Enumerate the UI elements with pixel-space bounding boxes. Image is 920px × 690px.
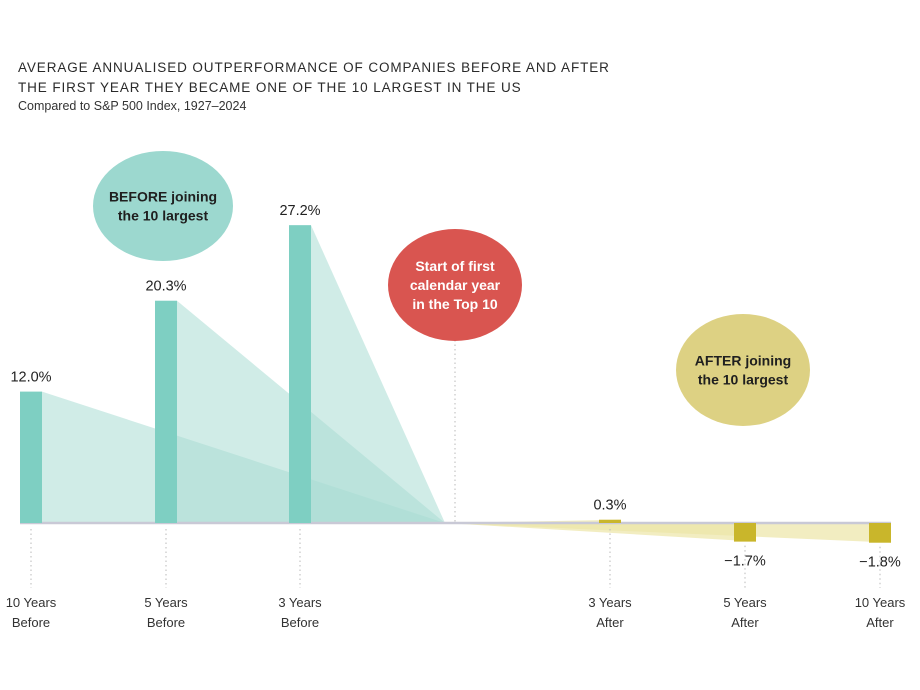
bar-5 [869, 523, 891, 543]
after-bubble-text-0: AFTER joining [695, 353, 791, 369]
data-label-1: 20.3% [145, 279, 186, 295]
x-tick-label-0: 10 Years Before [6, 595, 57, 630]
data-label-0: 12.0% [10, 370, 51, 386]
after-fan-5 [445, 523, 891, 543]
x-tick-label-3: 3 Years After [588, 595, 632, 630]
chart-title-line-1: AVERAGE ANNUALISED OUTPERFORMANCE OF COM… [18, 60, 610, 75]
bar-0 [20, 391, 42, 523]
x-tick-label-4-line-0: 5 Years [723, 595, 767, 610]
data-label-5: −1.8% [859, 555, 901, 571]
x-tick-label-5-line-1: After [866, 615, 894, 630]
x-tick-label-2-line-0: 3 Years [278, 595, 322, 610]
x-tick-label-2-line-1: Before [281, 615, 319, 630]
chart-subtitle: Compared to S&P 500 Index, 1927–2024 [18, 99, 247, 113]
bar-1 [155, 300, 177, 523]
before-fan-0 [42, 391, 445, 523]
before-bubble-text-0: BEFORE joining [109, 189, 217, 205]
before-fan-2 [311, 225, 445, 523]
x-tick-label-4-line-1: After [731, 615, 759, 630]
x-tick-label-5: 10 Years After [855, 595, 906, 630]
after-bubble-text-1: the 10 largest [698, 372, 789, 388]
before-bubble [93, 151, 233, 261]
x-tick-label-1: 5 Years Before [144, 595, 188, 630]
before-bubble-text-1: the 10 largest [118, 208, 209, 224]
bar-3 [599, 519, 621, 523]
x-tick-label-5-line-0: 10 Years [855, 595, 906, 610]
data-label-3: 0.3% [593, 498, 626, 514]
x-tick-label-2: 3 Years Before [278, 595, 322, 630]
bar-2 [289, 225, 311, 523]
x-tick-label-0-line-0: 10 Years [6, 595, 57, 610]
x-tick-label-3-line-0: 3 Years [588, 595, 632, 610]
data-label-2: 27.2% [279, 203, 320, 219]
x-tick-label-1-line-0: 5 Years [144, 595, 188, 610]
chart-header: AVERAGE ANNUALISED OUTPERFORMANCE OF COM… [18, 58, 610, 113]
x-tick-label-0-line-1: Before [12, 615, 50, 630]
bar-4 [734, 523, 756, 542]
start-bubble [388, 229, 522, 341]
chart-title-line-2: THE FIRST YEAR THEY BECAME ONE OF THE 10… [18, 80, 522, 95]
x-tick-label-4: 5 Years After [723, 595, 767, 630]
data-label-4: −1.7% [724, 554, 766, 570]
after-bubble [676, 314, 810, 426]
x-tick-label-1-line-1: Before [147, 615, 185, 630]
start-bubble-text-1: calendar year [410, 277, 501, 293]
x-tick-label-3-line-1: After [596, 615, 624, 630]
start-bubble-text-2: in the Top 10 [412, 296, 498, 312]
start-bubble-text-0: Start of first [415, 258, 495, 274]
